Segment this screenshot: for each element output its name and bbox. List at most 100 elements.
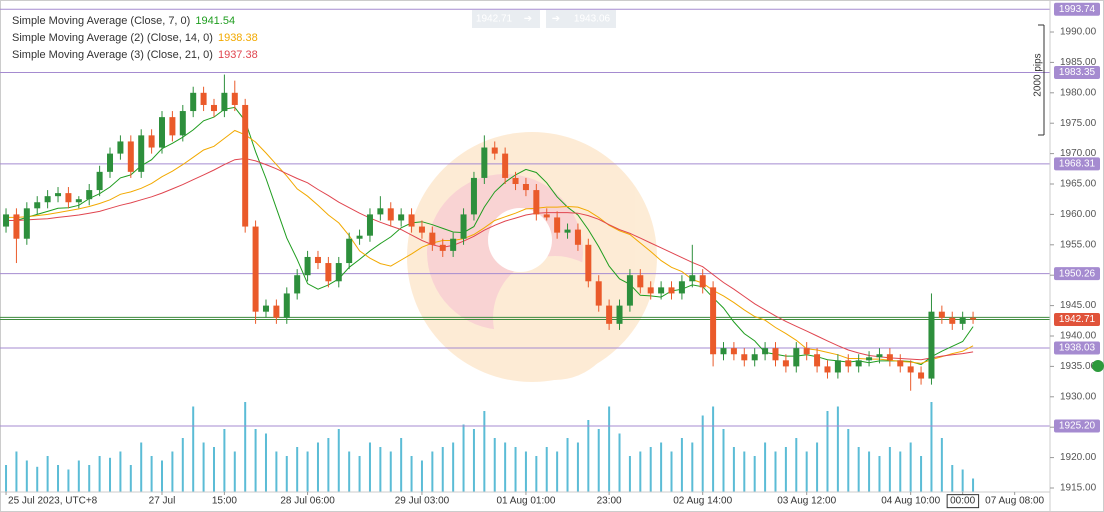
volume-bar xyxy=(306,451,309,492)
candle-body xyxy=(751,354,758,361)
candle-body xyxy=(387,208,394,221)
y-tick-label: 1920.00 xyxy=(1060,452,1097,463)
volume-bar xyxy=(753,456,756,492)
volume-bar xyxy=(67,469,70,492)
volume-bar xyxy=(316,442,319,492)
volume-bar xyxy=(88,465,91,492)
candle-body xyxy=(304,256,311,276)
candle-body xyxy=(470,177,477,215)
volume-bar xyxy=(701,415,704,492)
level-label-box xyxy=(1054,157,1100,171)
volume-bar xyxy=(348,451,351,492)
candle-body xyxy=(283,293,290,318)
volume-bar xyxy=(441,447,444,492)
candle-body xyxy=(502,153,509,178)
candle-body xyxy=(554,217,561,233)
legend-entry: Simple Moving Average (2) (Close, 14, 0)… xyxy=(12,32,258,44)
candle-body xyxy=(200,92,207,105)
x-tick-label: 23:00 xyxy=(597,496,622,507)
x-tick-label: 01 Aug 01:00 xyxy=(496,496,555,507)
x-tick-label: 00:00 xyxy=(950,496,975,507)
candle-body xyxy=(907,366,914,373)
y-tick-label: 1955.00 xyxy=(1060,239,1097,250)
candle-body xyxy=(689,275,696,282)
x-tick-label: 27 Jul xyxy=(149,496,176,507)
legend-entry: Simple Moving Average (3) (Close, 21, 0)… xyxy=(12,49,258,61)
volume-bar xyxy=(462,424,465,492)
volume-bar xyxy=(119,451,122,492)
candle-body xyxy=(855,360,862,367)
candle-body xyxy=(210,104,217,112)
volume-bar xyxy=(722,429,725,492)
volume-bar xyxy=(368,442,371,492)
candle-body xyxy=(159,117,166,148)
candle-body xyxy=(543,214,550,218)
level-label: 1925.20 xyxy=(1059,421,1096,432)
volume-bar xyxy=(805,451,808,492)
volume-bar xyxy=(649,447,652,492)
x-tick-label: 25 Jul 2023, UTC+8 xyxy=(8,496,98,507)
volume-bar xyxy=(181,438,184,492)
candle-body xyxy=(574,229,581,245)
volume-bar xyxy=(389,451,392,492)
ma-line xyxy=(6,129,974,364)
candle-body xyxy=(793,348,800,367)
candle-body xyxy=(252,226,259,312)
candle-body xyxy=(762,348,769,355)
volume-bar xyxy=(847,429,850,492)
volume-bar xyxy=(868,451,871,492)
volume-bar xyxy=(587,420,590,492)
volume-bar xyxy=(660,442,663,492)
candle-body xyxy=(897,360,904,367)
volume-bar xyxy=(264,433,267,492)
volume-bar xyxy=(961,469,964,492)
signal-badge[interactable] xyxy=(1092,360,1104,372)
candle-body xyxy=(803,348,810,355)
volume-bar xyxy=(639,451,642,492)
level-label: 1938.03 xyxy=(1059,343,1096,354)
volume-bar xyxy=(712,406,715,492)
volume-bar xyxy=(764,442,767,492)
candle-body xyxy=(668,287,675,294)
volume-bar xyxy=(452,442,455,492)
volume-bar xyxy=(618,433,621,492)
volume-bar xyxy=(400,438,403,492)
x-tick-label: 04 Aug 10:00 xyxy=(881,496,940,507)
candle-body xyxy=(564,229,571,233)
volume-bar xyxy=(795,438,798,492)
candle-body xyxy=(491,147,498,154)
x-tick-label: 29 Jul 03:00 xyxy=(395,496,450,507)
bid-box[interactable] xyxy=(472,10,540,28)
level-label: 1950.26 xyxy=(1059,268,1096,279)
volume-bar xyxy=(327,438,330,492)
candle-body xyxy=(699,275,706,288)
candle-body xyxy=(918,372,925,379)
volume-bar xyxy=(140,442,143,492)
volume-bar xyxy=(826,411,829,492)
volume-bar xyxy=(150,456,153,492)
candle-body xyxy=(55,193,62,197)
ask-box[interactable] xyxy=(546,10,616,28)
candle-body xyxy=(647,287,654,294)
candle-body xyxy=(720,348,727,355)
volume-bar xyxy=(774,451,777,492)
volume-bar xyxy=(691,442,694,492)
candle-body xyxy=(585,244,592,282)
candle-body xyxy=(658,287,665,294)
y-tick-label: 1935.00 xyxy=(1060,361,1097,372)
candle-body xyxy=(824,366,831,373)
candle-body xyxy=(13,214,20,239)
volume-layer xyxy=(5,402,975,492)
volume-bar xyxy=(202,442,205,492)
candle-body xyxy=(190,92,197,112)
volume-bar xyxy=(129,465,132,492)
axis-layer: 1915.001920.001925.001930.001935.001940.… xyxy=(5,2,1100,509)
volume-bar xyxy=(514,447,517,492)
candle-body xyxy=(886,354,893,361)
candle-body xyxy=(606,305,613,324)
volume-bar xyxy=(504,442,507,492)
candle-body xyxy=(148,135,155,148)
volume-bar xyxy=(223,429,226,492)
candle-body xyxy=(429,232,436,245)
